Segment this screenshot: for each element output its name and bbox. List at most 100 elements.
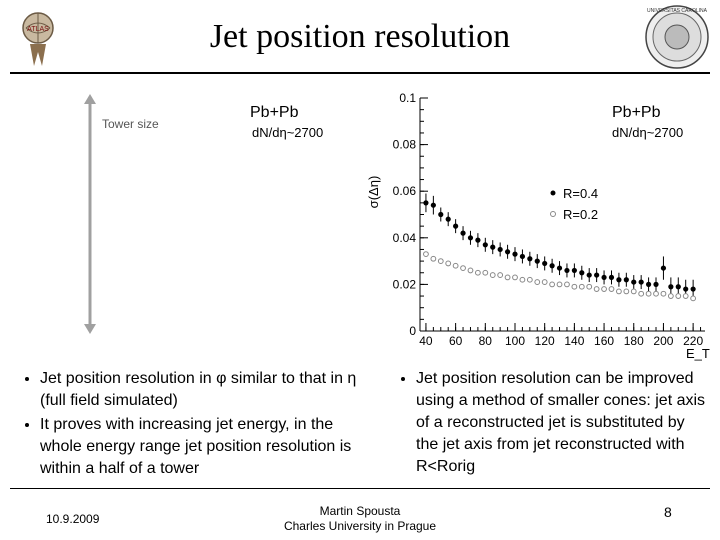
data-point-r04: [653, 282, 658, 287]
data-point-r04: [431, 203, 436, 208]
x-tick-label: 160: [594, 334, 614, 348]
right-multiplicity-label: dN/dη~2700: [612, 125, 683, 140]
seal-text: UNIVERSITAS CAROLINA: [647, 8, 708, 14]
data-point-r04: [520, 254, 525, 259]
data-point-r02: [646, 291, 651, 296]
y-tick-label: 0: [409, 324, 416, 338]
data-point-r04: [512, 252, 517, 257]
right-bullet-list: Jet position resolution can be improved …: [398, 368, 710, 480]
data-point-r04: [587, 272, 592, 277]
data-point-r04: [601, 275, 606, 280]
left-multiplicity-label: dN/dη~2700: [252, 125, 323, 140]
data-point-r02: [661, 291, 666, 296]
data-point-r02: [557, 282, 562, 287]
y-tick-label: 0.08: [393, 138, 417, 152]
y-tick-label: 0.02: [393, 277, 417, 291]
data-point-r04: [579, 270, 584, 275]
data-point-r02: [505, 275, 510, 280]
data-point-r04: [475, 238, 480, 243]
right-collision-label: Pb+Pb: [612, 104, 660, 122]
tower-size-arrow: [80, 94, 100, 334]
data-point-r04: [676, 284, 681, 289]
data-point-r04: [557, 265, 562, 270]
data-point-r02: [631, 289, 636, 294]
data-point-r02: [609, 287, 614, 292]
data-point-r02: [550, 282, 555, 287]
legend-marker-r04: [551, 191, 556, 196]
data-point-r04: [594, 272, 599, 277]
data-point-r04: [691, 286, 696, 291]
data-point-r02: [676, 294, 681, 299]
right-bullet-item: Jet position resolution can be improved …: [416, 368, 710, 478]
data-point-r04: [683, 286, 688, 291]
data-point-r04: [423, 200, 428, 205]
left-collision-label: Pb+Pb: [250, 104, 298, 122]
data-point-r04: [498, 247, 503, 252]
legend-marker-r02: [551, 212, 556, 217]
data-point-r04: [572, 268, 577, 273]
data-point-r04: [483, 242, 488, 247]
data-point-r02: [468, 268, 473, 273]
data-point-r02: [639, 291, 644, 296]
data-point-r02: [498, 273, 503, 278]
left-bullet-item: Jet position resolution in φ similar to …: [40, 368, 362, 412]
data-point-r04: [661, 265, 666, 270]
data-point-r02: [594, 287, 599, 292]
x-tick-label: 120: [535, 334, 555, 348]
data-point-r02: [668, 294, 673, 299]
legend-label-r04: R=0.4: [563, 186, 598, 201]
footer-institution: Charles University in Prague: [260, 519, 460, 533]
y-tick-label: 0.06: [393, 184, 417, 198]
data-point-r02: [431, 256, 436, 261]
data-point-r02: [520, 277, 525, 282]
data-point-r04: [624, 277, 629, 282]
x-axis-label: E_T: [686, 346, 710, 361]
data-point-r04: [446, 217, 451, 222]
left-bullet-list: Jet position resolution in φ similar to …: [22, 368, 362, 482]
x-tick-label: 180: [624, 334, 644, 348]
data-point-r02: [683, 294, 688, 299]
x-tick-label: 200: [653, 334, 673, 348]
chart-points: [423, 194, 695, 301]
data-point-r04: [542, 261, 547, 266]
data-point-r02: [438, 259, 443, 264]
data-point-r04: [527, 256, 532, 261]
footer-author: Martin Spousta: [260, 504, 460, 518]
data-point-r02: [617, 289, 622, 294]
x-tick-label: 100: [505, 334, 525, 348]
data-point-r02: [624, 289, 629, 294]
data-point-r04: [609, 275, 614, 280]
data-point-r04: [460, 231, 465, 236]
y-tick-label: 0.1: [399, 91, 416, 105]
data-point-r02: [535, 280, 540, 285]
data-point-r04: [505, 249, 510, 254]
data-point-r02: [483, 270, 488, 275]
data-point-r02: [490, 273, 495, 278]
data-point-r04: [564, 268, 569, 273]
data-point-r02: [565, 282, 570, 287]
x-tick-label: 80: [479, 334, 493, 348]
data-point-r02: [572, 284, 577, 289]
page-number: 8: [664, 504, 672, 520]
data-point-r04: [468, 235, 473, 240]
data-point-r04: [668, 284, 673, 289]
x-tick-label: 40: [419, 334, 433, 348]
data-point-r04: [490, 245, 495, 250]
data-point-r04: [550, 263, 555, 268]
x-tick-label: 220: [683, 334, 703, 348]
data-point-r04: [616, 277, 621, 282]
data-point-r02: [587, 284, 592, 289]
title-divider: [10, 72, 710, 74]
data-point-r02: [461, 266, 466, 271]
x-tick-label: 60: [449, 334, 463, 348]
data-point-r02: [453, 263, 458, 268]
y-axis-label: σ(Δη): [366, 176, 381, 209]
chart-legend: R=0.4 R=0.2: [551, 186, 599, 222]
data-point-r02: [654, 291, 659, 296]
footer-divider: [10, 488, 710, 489]
data-point-r04: [639, 279, 644, 284]
data-point-r04: [646, 282, 651, 287]
data-point-r02: [527, 277, 532, 282]
left-bullet-item: It proves with increasing jet energy, in…: [40, 414, 362, 480]
data-point-r04: [631, 279, 636, 284]
